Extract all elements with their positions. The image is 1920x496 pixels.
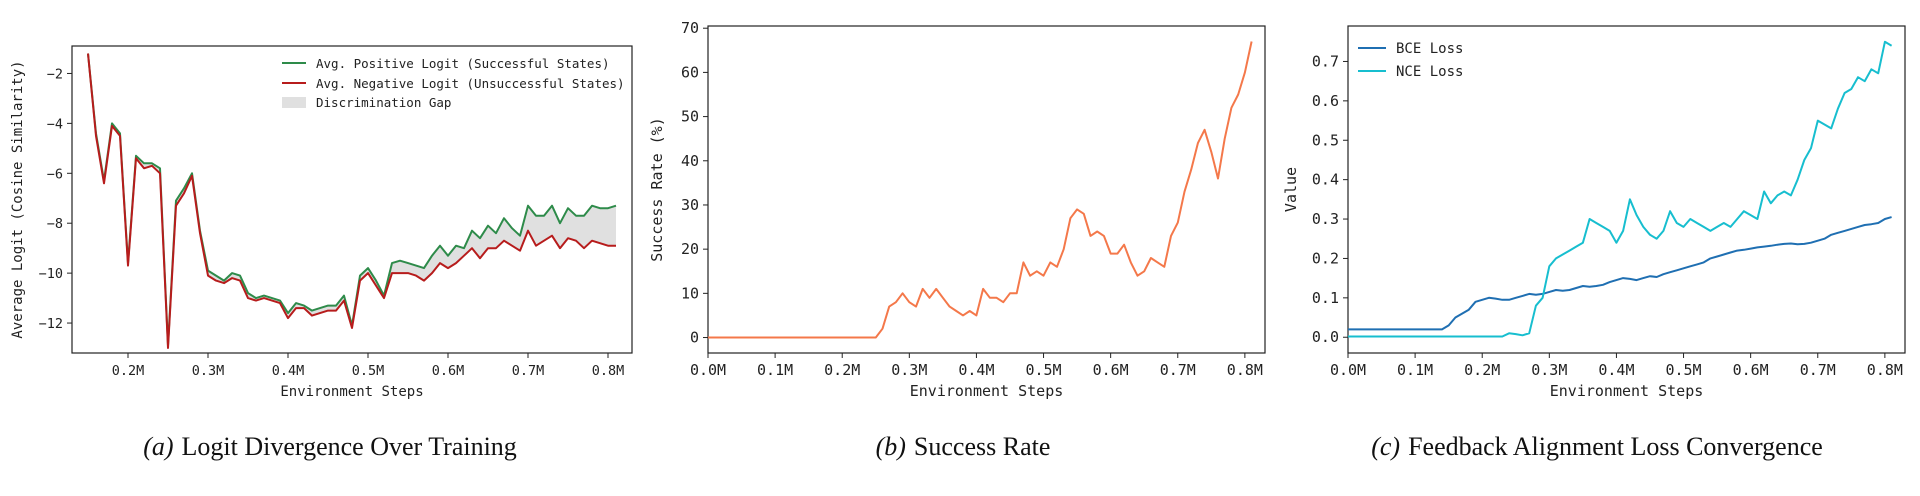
x-axis-label: Environment Steps (1550, 382, 1704, 400)
x-axis-label: Environment Steps (910, 382, 1064, 400)
legend-label-nce: NCE Loss (1396, 64, 1463, 80)
x-axis-label: Environment Steps (280, 384, 423, 400)
x-tick-label: 0.8M (592, 363, 625, 379)
y-tick-label: −4 (47, 116, 63, 132)
y-tick-label: 20 (681, 240, 699, 258)
x-tick-label: 0.5M (352, 363, 385, 379)
panel-loss-convergence: 0.0M 0.1M 0.2M 0.3M 0.4M 0.5M 0.6M 0.7M 0.8M 0.0… (1282, 25, 1906, 461)
y-tick-label: 40 (681, 152, 699, 170)
y-tick-label: 0.3 (1312, 210, 1339, 228)
y-tick-label: −10 (39, 266, 63, 282)
x-tick-label: 0.2M (112, 363, 145, 379)
x-tick-label: 0.7M (512, 363, 545, 379)
x-tick-label: 0.3M (192, 363, 225, 379)
plot-frame (1347, 25, 1906, 354)
y-tick-label: 0.4 (1312, 171, 1339, 189)
panel-logit-divergence: 0.2M 0.3M 0.4M 0.5M 0.6M 0.7M 0.8M −2 −4 −6 −8 −10… (10, 45, 633, 461)
x-tick-label: 0.4M (1598, 361, 1634, 379)
x-tick-label: 0.6M (1733, 361, 1769, 379)
x-tick-label: 0.7M (1800, 361, 1836, 379)
x-tick-label: 0.3M (1531, 361, 1567, 379)
success-rate-line (708, 41, 1253, 339)
caption-letter: (b) (876, 432, 906, 461)
y-axis-label: Average Logit (Cosine Similarity) (10, 60, 26, 338)
x-tick-label: 0.8M (1227, 361, 1263, 379)
y-tick-label: 0.7 (1312, 52, 1339, 70)
y-tick-label: −12 (39, 316, 63, 332)
legend: BCE Loss NCE Loss (1358, 41, 1463, 80)
y-tick-label: 0.0 (1312, 328, 1339, 346)
x-tick-label: 0.3M (891, 361, 927, 379)
y-axis-label: Value (1282, 167, 1300, 212)
y-tick-label: 30 (681, 196, 699, 214)
caption-b: (b) Success Rate (876, 432, 1051, 461)
x-tick-label: 0.8M (1867, 361, 1903, 379)
plot-frame (707, 25, 1266, 354)
x-tick-label: 0.4M (958, 361, 994, 379)
legend: Avg. Positive Logit (Successful States) … (282, 56, 625, 110)
y-tick-label: 50 (681, 108, 699, 126)
caption-text: Logit Divergence Over Training (182, 432, 517, 461)
x-tick-label: 0.5M (1025, 361, 1061, 379)
y-tick-label: 0.2 (1312, 249, 1339, 267)
caption-a: (a) Logit Divergence Over Training (143, 432, 517, 461)
plot-frame (71, 45, 633, 354)
caption-letter: (a) (143, 432, 173, 461)
y-tick-label: −2 (47, 66, 63, 82)
x-tick-label: 0.4M (272, 363, 305, 379)
x-tick-label: 0.2M (1464, 361, 1500, 379)
bce-loss-line (1348, 216, 1892, 331)
y-tick-label: 0.1 (1312, 289, 1339, 307)
x-tick-label: 0.6M (432, 363, 465, 379)
x-tick-label: 0.0M (690, 361, 726, 379)
x-tick-label: 0.2M (824, 361, 860, 379)
caption-c: (c) Feedback Alignment Loss Convergence (1371, 432, 1823, 461)
y-axis-label: Success Rate (%) (648, 117, 666, 262)
legend-swatch-gap (282, 97, 306, 108)
y-tick-label: 0.6 (1312, 92, 1339, 110)
caption-letter: (c) (1371, 432, 1400, 461)
x-tick-label: 0.5M (1665, 361, 1701, 379)
panel-success-rate: 0.0M 0.1M 0.2M 0.3M 0.4M 0.5M 0.6M 0.7M 0.8M 0 10… (648, 19, 1266, 461)
y-tick-label: 0 (690, 329, 699, 347)
y-tick-label: −8 (47, 216, 63, 232)
x-tick-label: 0.1M (757, 361, 793, 379)
negative-logit-line (87, 53, 616, 349)
y-tick-label: 60 (681, 63, 699, 81)
x-tick-label: 0.1M (1397, 361, 1433, 379)
x-tick-label: 0.7M (1160, 361, 1196, 379)
legend-label-gap: Discrimination Gap (316, 95, 451, 110)
caption-text: Success Rate (914, 432, 1050, 461)
legend-label-negative: Avg. Negative Logit (Unsuccessful States… (316, 76, 625, 91)
x-tick-label: 0.6M (1093, 361, 1129, 379)
legend-label-bce: BCE Loss (1396, 41, 1463, 57)
legend-label-positive: Avg. Positive Logit (Successful States) (316, 56, 610, 71)
caption-text: Feedback Alignment Loss Convergence (1408, 432, 1823, 461)
y-tick-label: 10 (681, 284, 699, 302)
y-tick-label: 0.5 (1312, 131, 1339, 149)
nce-loss-line (1348, 40, 1893, 338)
y-tick-label: −6 (47, 166, 63, 182)
y-tick-label: 70 (681, 19, 699, 37)
x-tick-label: 0.0M (1330, 361, 1366, 379)
